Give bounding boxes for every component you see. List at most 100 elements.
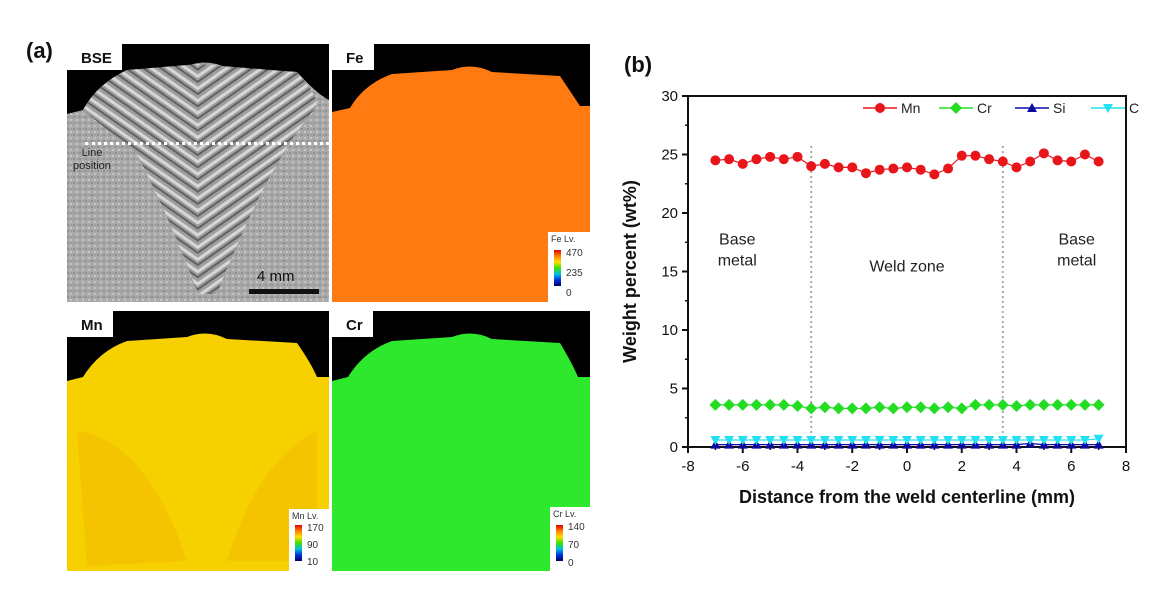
data-point-cr bbox=[914, 401, 927, 414]
data-point-mn bbox=[902, 162, 912, 173]
data-point-c bbox=[997, 435, 1008, 445]
legend-label-cr: Cr bbox=[977, 100, 992, 116]
legend-marker-cr bbox=[950, 102, 962, 114]
data-point-mn bbox=[860, 168, 871, 179]
weight-percent-chart: -8 -6 -4 -2 0 2 4 6 8 0 5 10 15 20 25 30 Base metal Weld … bbox=[620, 88, 1139, 507]
data-point-cr bbox=[777, 398, 790, 411]
data-point-c bbox=[1025, 435, 1036, 445]
data-point-cr bbox=[750, 398, 763, 411]
cr-map: Cr Cr Lv. 140 70 0 bbox=[332, 311, 590, 571]
data-point-cr bbox=[1065, 398, 1078, 411]
x-tick-label: 2 bbox=[958, 458, 966, 475]
data-point-cr bbox=[1078, 398, 1091, 411]
y-tick-label: 20 bbox=[661, 205, 678, 222]
data-point-c bbox=[874, 435, 885, 445]
data-point-cr bbox=[901, 401, 913, 414]
data-point-cr bbox=[791, 400, 804, 413]
data-point-c bbox=[1093, 434, 1104, 444]
mn-map-region bbox=[67, 333, 329, 571]
data-point-cr bbox=[1037, 398, 1050, 411]
legend-marker-mn bbox=[875, 103, 885, 113]
data-point-c bbox=[833, 435, 844, 445]
data-point-mn bbox=[1038, 148, 1049, 159]
legend-label-si: Si bbox=[1053, 100, 1065, 116]
scale-bar-label: 4 mm bbox=[257, 268, 295, 285]
legend-marker-si bbox=[1027, 103, 1037, 112]
zone-annotation-line: metal bbox=[1057, 253, 1096, 270]
data-point-mn bbox=[888, 163, 899, 174]
zone-annotation: Base metal bbox=[718, 232, 757, 270]
fe-legend-mid: 235 bbox=[566, 268, 583, 279]
data-point-c bbox=[819, 435, 830, 445]
data-point-c bbox=[902, 435, 912, 445]
data-point-cr bbox=[859, 402, 872, 415]
data-point-mn bbox=[956, 150, 967, 161]
data-point-c bbox=[765, 435, 776, 445]
mn-legend-title: Mn Lv. bbox=[292, 511, 319, 521]
cr-legend-mid: 70 bbox=[568, 540, 580, 551]
fe-map-title: Fe bbox=[332, 44, 374, 70]
fe-legend-max: 470 bbox=[566, 248, 583, 259]
zone-annotation-line: Base bbox=[1058, 232, 1095, 249]
data-point-cr bbox=[928, 402, 941, 415]
data-point-cr bbox=[723, 398, 736, 411]
data-point-c bbox=[737, 435, 748, 445]
data-point-c bbox=[956, 435, 967, 445]
data-point-c bbox=[1011, 435, 1022, 445]
data-point-cr bbox=[1010, 400, 1023, 413]
mn-map-title: Mn bbox=[67, 311, 113, 337]
fe-legend-min: 0 bbox=[566, 288, 572, 299]
data-point-c bbox=[724, 435, 735, 445]
fe-colorbar bbox=[554, 250, 561, 286]
data-point-mn bbox=[778, 154, 789, 165]
cr-color-legend: Cr Lv. 140 70 0 bbox=[550, 507, 590, 571]
data-point-c bbox=[1079, 435, 1090, 445]
zone-annotation-line: Base bbox=[719, 232, 756, 249]
data-point-mn bbox=[792, 151, 803, 162]
cr-map-region bbox=[332, 333, 590, 571]
mn-legend-max: 170 bbox=[307, 523, 324, 534]
x-tick-label: 6 bbox=[1067, 458, 1075, 475]
data-point-si bbox=[1093, 439, 1104, 449]
cr-map-image bbox=[332, 333, 590, 571]
zone-annotation-line: Weld zone bbox=[869, 259, 944, 276]
x-tick-label: -4 bbox=[791, 458, 804, 475]
data-point-mn bbox=[1011, 162, 1022, 173]
x-tick-label: -6 bbox=[736, 458, 749, 475]
data-point-cr bbox=[955, 402, 968, 415]
y-tick-label: 0 bbox=[670, 439, 678, 456]
line-position-label-line1: Line bbox=[81, 147, 103, 159]
x-tick-label: -2 bbox=[846, 458, 859, 475]
data-point-c bbox=[1052, 435, 1063, 445]
scale-bar bbox=[249, 289, 319, 294]
data-point-cr bbox=[873, 401, 886, 414]
fe-legend-title: Fe Lv. bbox=[551, 234, 576, 244]
data-point-c bbox=[860, 435, 871, 445]
mn-map-image bbox=[67, 333, 329, 571]
line-position-marker bbox=[85, 142, 329, 145]
fe-map-region bbox=[332, 66, 590, 302]
data-point-mn bbox=[1052, 155, 1063, 166]
cr-legend-title: Cr Lv. bbox=[553, 509, 577, 519]
data-point-c bbox=[915, 435, 926, 445]
data-point-cr bbox=[818, 401, 831, 414]
data-point-cr bbox=[832, 402, 845, 415]
data-point-c bbox=[778, 435, 789, 445]
x-tick-label: 4 bbox=[1012, 458, 1020, 475]
legend-label-mn: Mn bbox=[901, 100, 920, 116]
data-point-mn bbox=[833, 162, 844, 173]
data-point-cr bbox=[846, 402, 859, 415]
cr-legend-max: 140 bbox=[568, 522, 585, 533]
mn-legend-min: 10 bbox=[307, 557, 319, 568]
x-tick-label: 8 bbox=[1122, 458, 1130, 475]
data-point-mn bbox=[1066, 156, 1077, 167]
mn-legend-mid: 90 bbox=[307, 540, 319, 551]
data-point-cr bbox=[805, 402, 818, 415]
bse-image bbox=[67, 62, 329, 302]
data-point-mn bbox=[874, 164, 885, 175]
fe-map: Fe Fe Lv. 470 235 0 bbox=[332, 44, 590, 302]
fe-map-image bbox=[332, 66, 590, 302]
x-tick-label: 0 bbox=[903, 458, 911, 475]
cr-colorbar bbox=[556, 525, 563, 561]
y-tick-label: 10 bbox=[661, 322, 678, 339]
